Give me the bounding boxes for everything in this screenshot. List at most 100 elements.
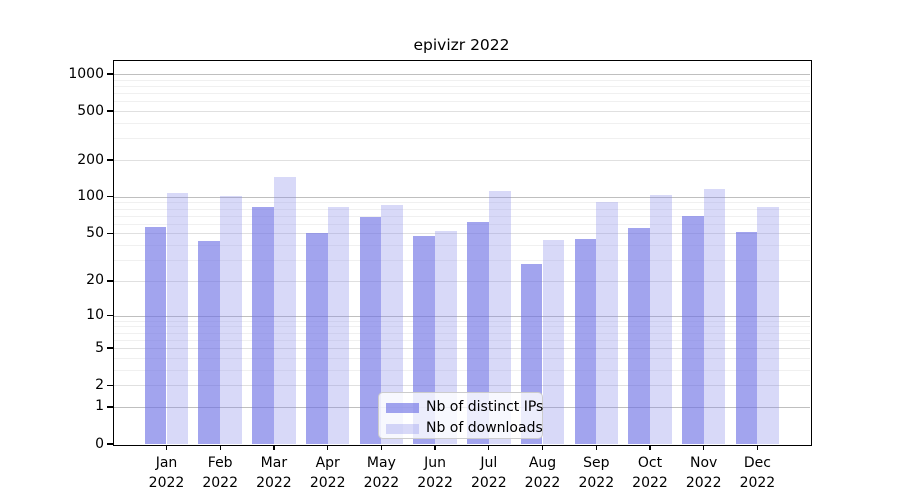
bar-distinct-ips-may: [359, 216, 382, 444]
bar-distinct-ips-nov: [681, 215, 704, 444]
y-tick-label: 2: [95, 376, 104, 393]
gridline: [114, 320, 810, 322]
gridline: [114, 326, 810, 328]
y-tick-mark: [107, 196, 113, 198]
y-tick-mark: [107, 280, 113, 282]
y-tick-label: 0: [95, 435, 104, 452]
y-tick-label: 100: [77, 188, 104, 205]
x-tick-label: May 2022: [363, 455, 400, 491]
y-tick-mark: [107, 110, 113, 112]
gridline: [114, 339, 810, 341]
legend-item-distinct-ips: Nb of distinct IPs: [386, 398, 543, 417]
y-tick-mark: [107, 443, 113, 445]
x-tick-mark: [165, 445, 168, 450]
y-tick-mark: [107, 232, 113, 235]
bar-downloads-may: [381, 205, 404, 444]
bar-downloads-jun: [435, 231, 457, 444]
x-tick-label: Dec 2022: [739, 455, 776, 491]
y-tick-label: 20: [86, 272, 104, 289]
y-tick-label: 50: [86, 224, 104, 241]
y-tick-mark: [107, 406, 113, 408]
distinct-ips-swatch: [386, 402, 419, 413]
x-tick-mark: [380, 445, 383, 450]
bar-distinct-ips-mar: [252, 207, 274, 444]
bar-downloads-sep: [596, 201, 619, 444]
bar-distinct-ips-jan: [144, 226, 167, 444]
bar-downloads-apr: [327, 206, 350, 444]
bar-distinct-ips-jul: [467, 222, 489, 444]
gridline: [114, 123, 810, 124]
gridline: [114, 233, 810, 235]
bar-downloads-aug: [542, 240, 565, 444]
x-tick-label: Sep 2022: [578, 455, 615, 491]
x-tick-mark: [595, 445, 597, 450]
x-tick-label: Oct 2022: [632, 455, 668, 491]
gridline: [114, 208, 810, 210]
bar-downloads-jan: [166, 193, 189, 444]
bar-distinct-ips-apr: [305, 233, 328, 444]
y-tick-mark: [107, 73, 113, 75]
gridline: [114, 138, 810, 140]
gridline: [114, 260, 810, 262]
gridline: [114, 245, 810, 247]
x-tick-mark: [649, 445, 651, 450]
chart-title: epivizr 2022: [413, 36, 510, 54]
gridline: [114, 196, 810, 198]
x-tick-label: Aug 2022: [524, 455, 561, 491]
gridline: [114, 79, 810, 81]
x-tick-mark: [756, 445, 759, 450]
gridline: [114, 223, 810, 225]
x-tick-label: Feb 2022: [202, 455, 238, 491]
gridline: [114, 385, 810, 387]
y-tick-label: 1: [95, 398, 104, 415]
bar-distinct-ips-dec: [735, 232, 758, 444]
gridline: [114, 315, 810, 317]
gridline: [114, 160, 810, 161]
y-tick-label: 10: [86, 307, 104, 324]
gridline: [114, 101, 810, 103]
gridline: [114, 74, 810, 75]
x-tick-label: Nov 2022: [685, 455, 722, 491]
bar-downloads-feb: [220, 195, 242, 444]
x-tick-mark: [434, 445, 436, 450]
x-tick-mark: [219, 445, 221, 450]
x-tick-label: Apr 2022: [309, 455, 346, 491]
gridline: [114, 111, 810, 113]
y-tick-label: 500: [77, 102, 104, 119]
y-tick-label: 200: [77, 151, 104, 168]
bar-downloads-oct: [650, 195, 672, 444]
y-tick-mark: [107, 347, 113, 349]
bar-distinct-ips-oct: [628, 228, 650, 444]
legend-label: Nb of distinct IPs: [426, 399, 544, 415]
x-tick-mark: [541, 445, 544, 450]
bar-distinct-ips-sep: [574, 239, 597, 444]
gridline: [114, 348, 810, 349]
bar-downloads-mar: [273, 177, 296, 444]
gridline: [114, 280, 810, 282]
gridline: [114, 215, 810, 217]
y-tick-label: 1000: [68, 65, 104, 82]
x-tick-mark: [488, 445, 490, 450]
bar-distinct-ips-feb: [198, 241, 221, 444]
bar-downloads-nov: [703, 188, 726, 444]
downloads-swatch: [386, 423, 419, 434]
gridline: [114, 202, 810, 204]
y-tick-mark: [107, 314, 113, 317]
y-tick-label: 5: [95, 339, 104, 356]
legend: Nb of distinct IPs Nb of downloads: [378, 392, 543, 439]
legend-label: Nb of downloads: [426, 420, 543, 436]
x-tick-mark: [327, 445, 329, 450]
bar-distinct-ips-jun: [413, 235, 436, 444]
gridline: [114, 369, 810, 371]
bar-downloads-jul: [488, 190, 511, 444]
y-tick-mark: [107, 159, 113, 161]
x-tick-label: Jul 2022: [470, 455, 507, 491]
gridline: [114, 332, 810, 334]
gridline: [114, 85, 810, 87]
gridline: [114, 357, 810, 359]
x-tick-mark: [703, 445, 705, 450]
x-tick-label: Jun 2022: [417, 455, 453, 491]
bar-downloads-dec: [757, 206, 780, 444]
x-tick-mark: [273, 445, 275, 450]
